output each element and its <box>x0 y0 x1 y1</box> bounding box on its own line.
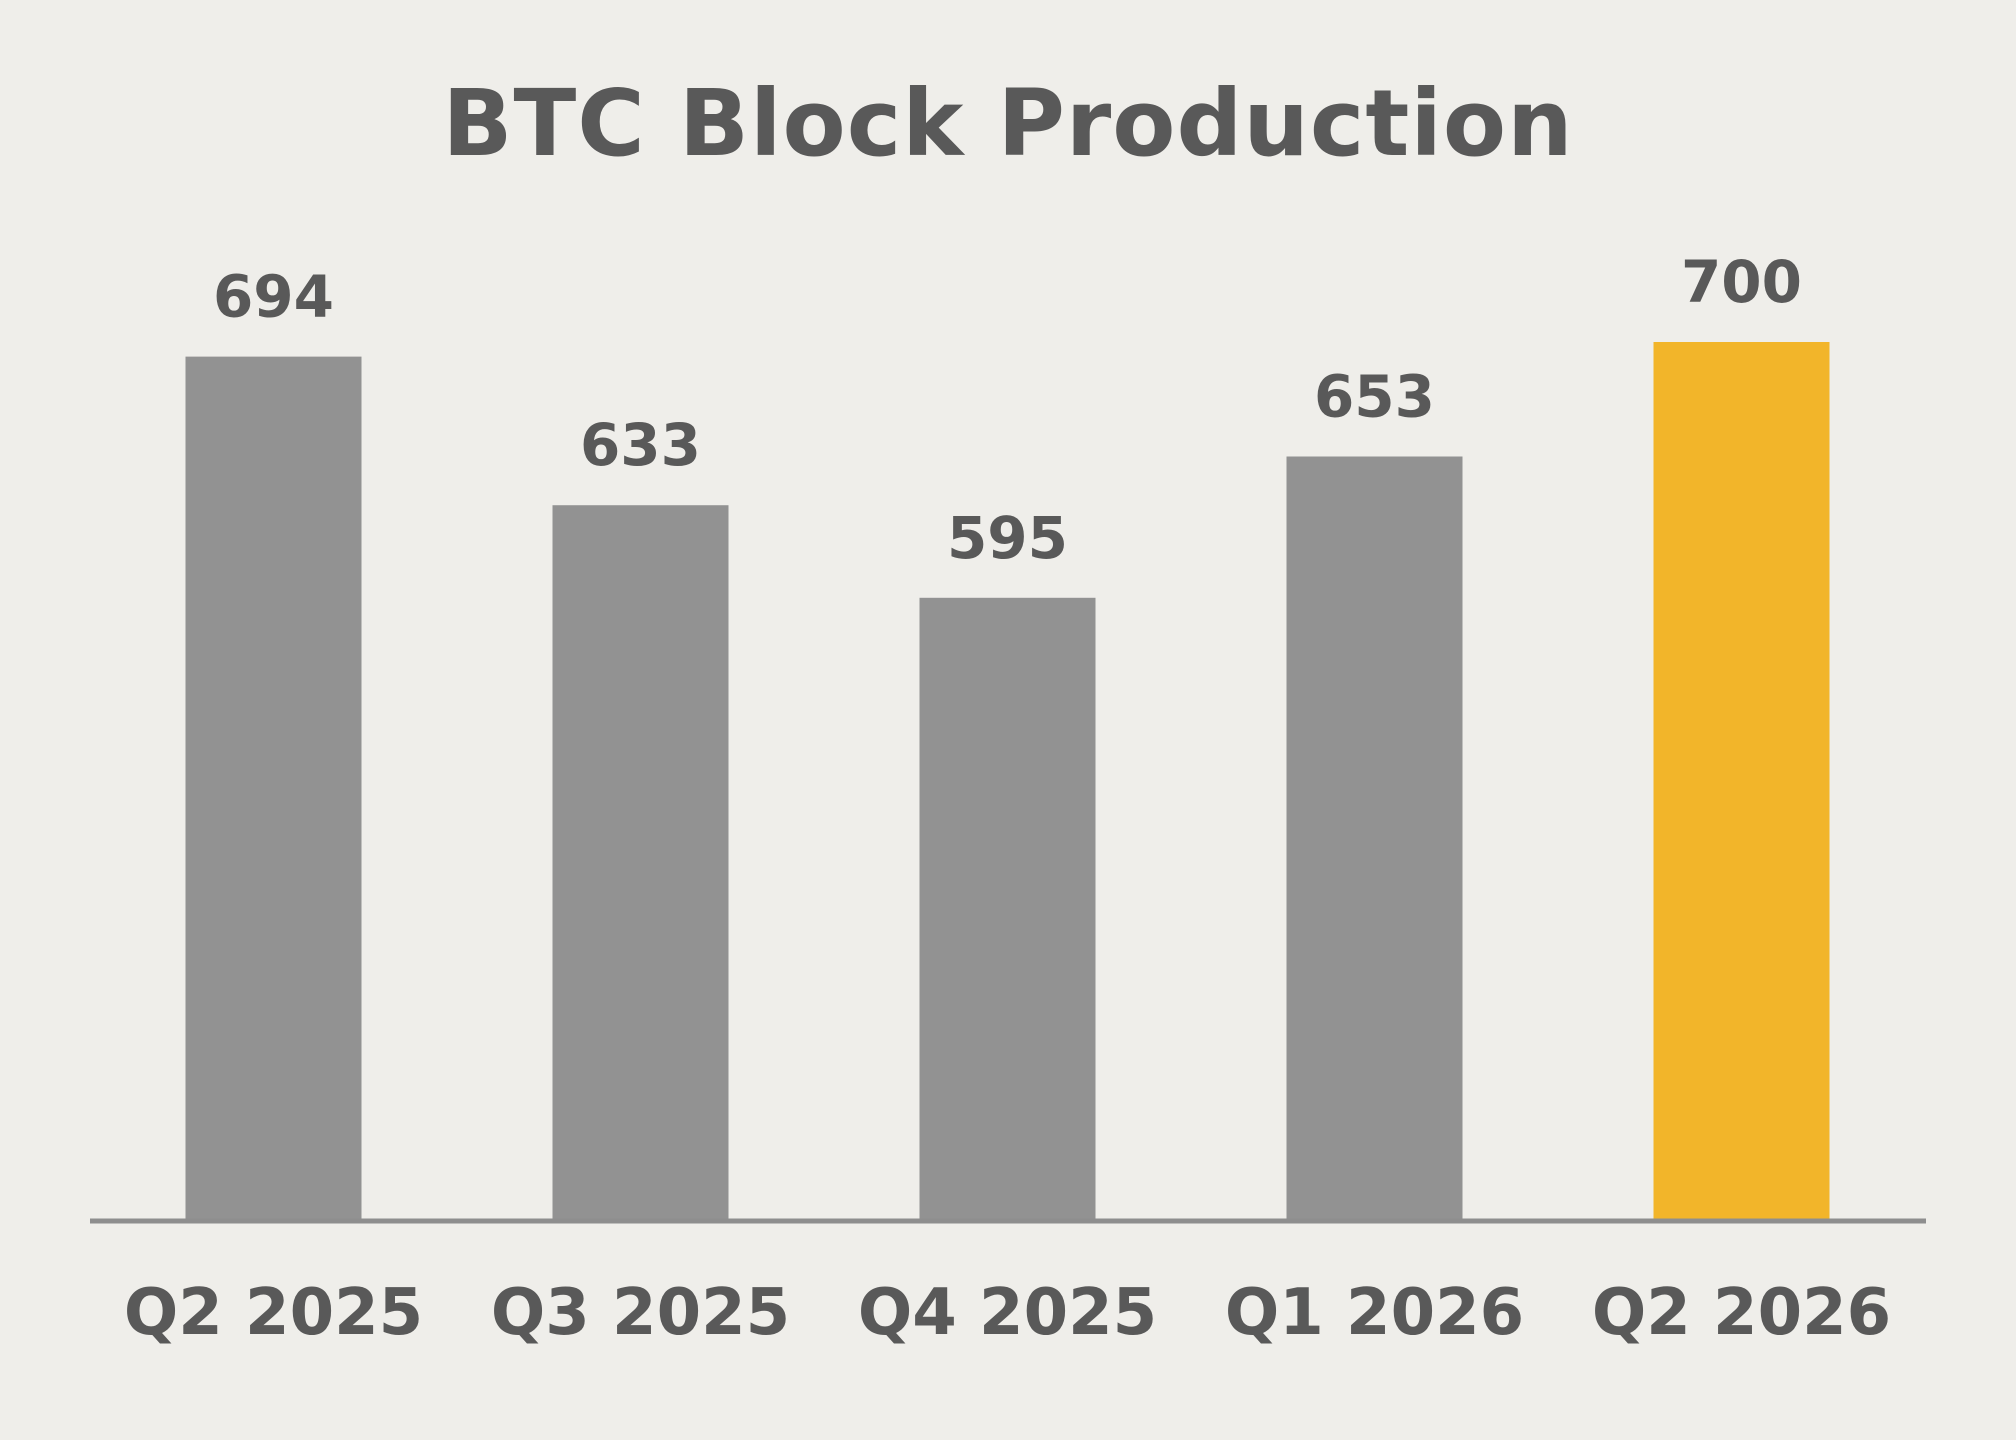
bar-q1-2026 <box>1286 456 1463 1220</box>
x-tick-label: Q2 2026 <box>1592 1276 1891 1350</box>
bar-q2-2025 <box>185 356 362 1219</box>
bar-q4-2025 <box>919 597 1096 1219</box>
x-tick-label: Q4 2025 <box>858 1276 1157 1350</box>
x-tick-label: Q1 2026 <box>1225 1276 1524 1350</box>
bar-q3-2025 <box>552 505 729 1219</box>
bar-value-label: 700 <box>1681 248 1802 316</box>
x-tick-label: Q2 2025 <box>124 1276 423 1350</box>
bar-value-label: 653 <box>1314 362 1435 430</box>
bar-value-label: 694 <box>213 263 334 331</box>
bar-q2-2026 <box>1653 342 1830 1219</box>
value-labels-group: 694 633 595 653 700 <box>213 248 1802 572</box>
bar-value-label: 633 <box>580 411 701 479</box>
x-tick-label: Q3 2025 <box>491 1276 790 1350</box>
x-tick-labels-group: Q2 2025 Q3 2025 Q4 2025 Q1 2026 Q2 2026 <box>124 1276 1891 1350</box>
bar-value-label: 595 <box>947 504 1068 572</box>
bars-group <box>185 342 1830 1220</box>
chart-title: BTC Block Production <box>442 70 1574 177</box>
